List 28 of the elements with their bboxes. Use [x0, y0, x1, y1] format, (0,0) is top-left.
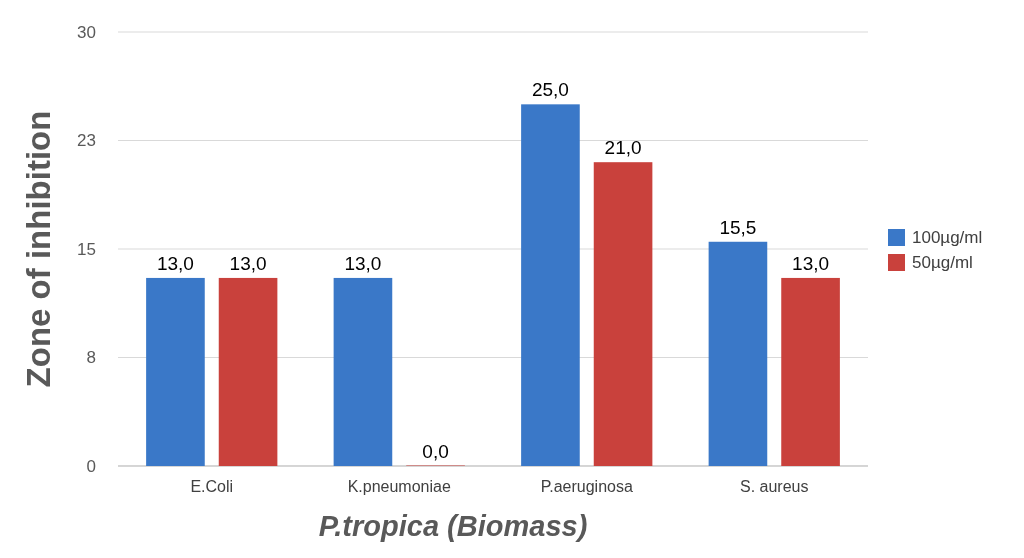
x-axis-title: P.tropica (Biomass) — [318, 510, 588, 542]
bar — [781, 277, 840, 466]
data-label: 15,5 — [719, 216, 757, 238]
data-label: 21,0 — [604, 137, 642, 159]
data-label: 13,0 — [156, 252, 194, 274]
x-tick-label: E.Coli — [190, 478, 234, 495]
y-tick-label: 0 — [86, 456, 96, 476]
x-tick-label: P.aeruginosa — [540, 478, 633, 495]
bar — [593, 162, 653, 466]
y-tick-label: 15 — [77, 239, 96, 259]
data-label: 13,0 — [344, 252, 382, 274]
bar — [708, 241, 768, 466]
bar — [521, 104, 580, 466]
data-label: 0,0 — [422, 441, 449, 462]
data-label: 13,0 — [229, 252, 267, 274]
y-tick-label: 23 — [77, 131, 96, 151]
y-tick-label: 30 — [77, 22, 96, 42]
bar — [146, 277, 205, 466]
y-tick-label: 8 — [86, 348, 96, 368]
bar — [333, 277, 393, 466]
x-tick-label: S. aureus — [740, 478, 809, 495]
legend-label: 50µg/ml — [912, 253, 973, 272]
legend-label: 100µg/ml — [912, 228, 983, 247]
y-axis-title: Zone of inhibition — [20, 110, 57, 388]
x-tick-label: K.pneumoniae — [347, 478, 451, 495]
bar — [218, 277, 278, 466]
data-label: 13,0 — [792, 252, 830, 274]
data-label: 25,0 — [531, 79, 569, 101]
